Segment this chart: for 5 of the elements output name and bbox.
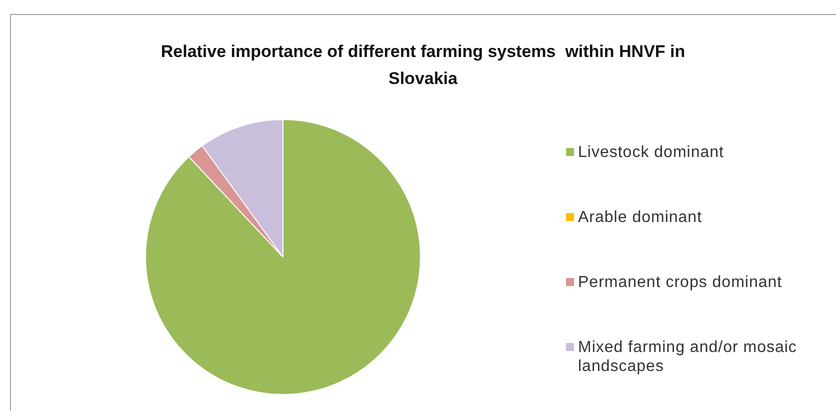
legend-label: Arable dominant bbox=[578, 208, 704, 227]
chart-title: Relative importance of different farming systems within HNVF in Slovakia bbox=[160, 41, 686, 90]
legend-label: Permanent crops dominant bbox=[578, 273, 784, 292]
legend-label: Livestock dominant bbox=[578, 143, 725, 162]
legend-label: Mixed farming and/or mosaic landscapes bbox=[578, 338, 798, 376]
